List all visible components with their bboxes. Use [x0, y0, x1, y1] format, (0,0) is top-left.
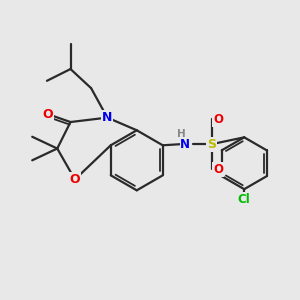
- Text: O: O: [213, 112, 223, 126]
- Text: N: N: [180, 138, 190, 151]
- Text: O: O: [213, 163, 223, 176]
- Text: H: H: [177, 129, 186, 140]
- Text: S: S: [207, 138, 216, 151]
- Text: Cl: Cl: [238, 193, 250, 206]
- Text: O: O: [43, 108, 53, 121]
- Text: N: N: [102, 111, 112, 124]
- Text: O: O: [70, 173, 80, 186]
